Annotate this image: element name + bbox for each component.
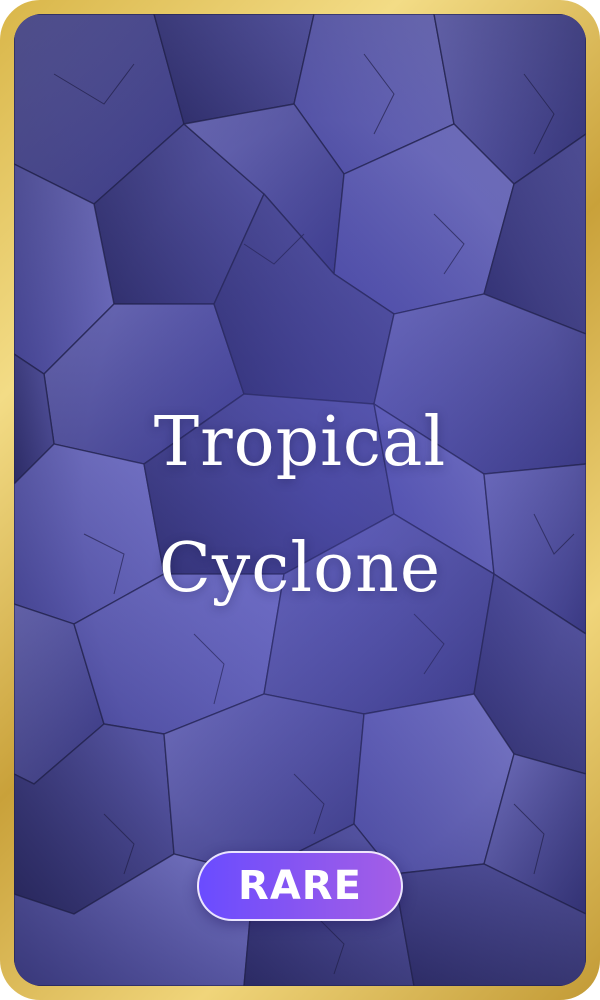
card-title-line-1: Tropical <box>153 403 447 482</box>
card-title: Tropical Cyclone <box>0 380 600 632</box>
rarity-badge: RARE <box>197 851 403 921</box>
card-title-line-2: Cyclone <box>158 529 442 608</box>
crystal-background <box>14 14 586 986</box>
